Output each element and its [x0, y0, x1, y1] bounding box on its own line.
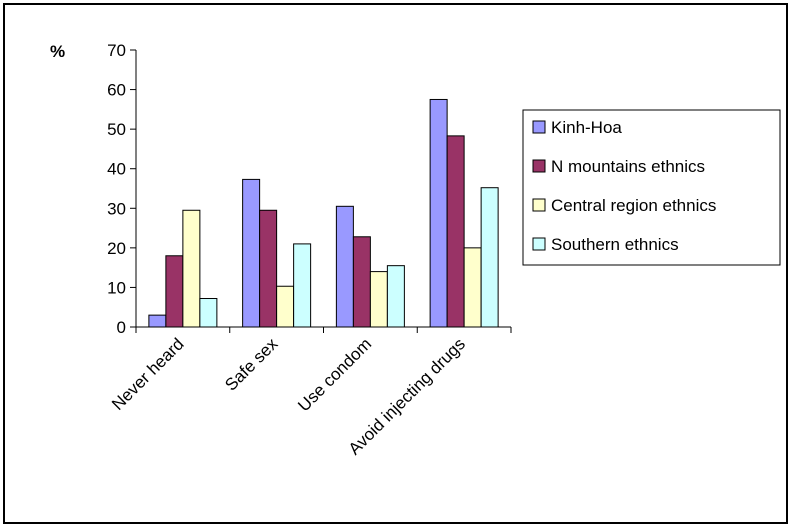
y-tick-label: 30 [107, 199, 126, 218]
bar-kinh-hoa-2 [335, 205, 354, 328]
legend: Kinh-Hoa N mountains ethnics Central regio… [522, 109, 781, 266]
y-tick-label: 50 [107, 120, 126, 139]
bar-central-region-ethnics-3 [463, 247, 482, 328]
y-tick-label: 10 [107, 278, 126, 297]
bar-n-mountains-ethnics-0 [165, 255, 184, 328]
legend-box [522, 109, 781, 266]
bar-n-mountains-ethnics-1 [259, 209, 278, 328]
y-tick-label: 60 [107, 81, 126, 100]
bar-southern-ethnics-1 [293, 243, 312, 328]
bars [148, 98, 499, 328]
bar-central-region-ethnics-2 [369, 271, 388, 328]
bar-kinh-hoa-3 [429, 98, 448, 328]
bar-southern-ethnics-0 [199, 298, 218, 328]
bar-n-mountains-ethnics-3 [446, 135, 465, 328]
bar-southern-ethnics-3 [480, 187, 499, 328]
legend-swatch [532, 198, 546, 212]
legend-entry: Southern ethnics [551, 235, 679, 254]
legend-swatch [532, 159, 546, 173]
y-axis-label: % [50, 42, 65, 61]
y-tick-label: 40 [107, 160, 126, 179]
bar-central-region-ethnics-0 [182, 209, 201, 328]
legend-entry: Kinh-Hoa [551, 118, 622, 137]
y-tick-label: 20 [107, 239, 126, 258]
legend-swatch [532, 120, 546, 134]
bar-n-mountains-ethnics-2 [352, 236, 371, 328]
legend-swatch [532, 237, 546, 251]
y-tick-label: 70 [107, 41, 126, 60]
legend-entry: N mountains ethnics [551, 157, 705, 176]
legend-entry: Central region ethnics [551, 196, 716, 215]
bar-kinh-hoa-0 [148, 314, 167, 328]
bar-kinh-hoa-1 [242, 178, 261, 328]
bar-central-region-ethnics-1 [276, 285, 295, 328]
bar-southern-ethnics-2 [386, 265, 405, 328]
y-tick-label: 0 [117, 318, 126, 337]
